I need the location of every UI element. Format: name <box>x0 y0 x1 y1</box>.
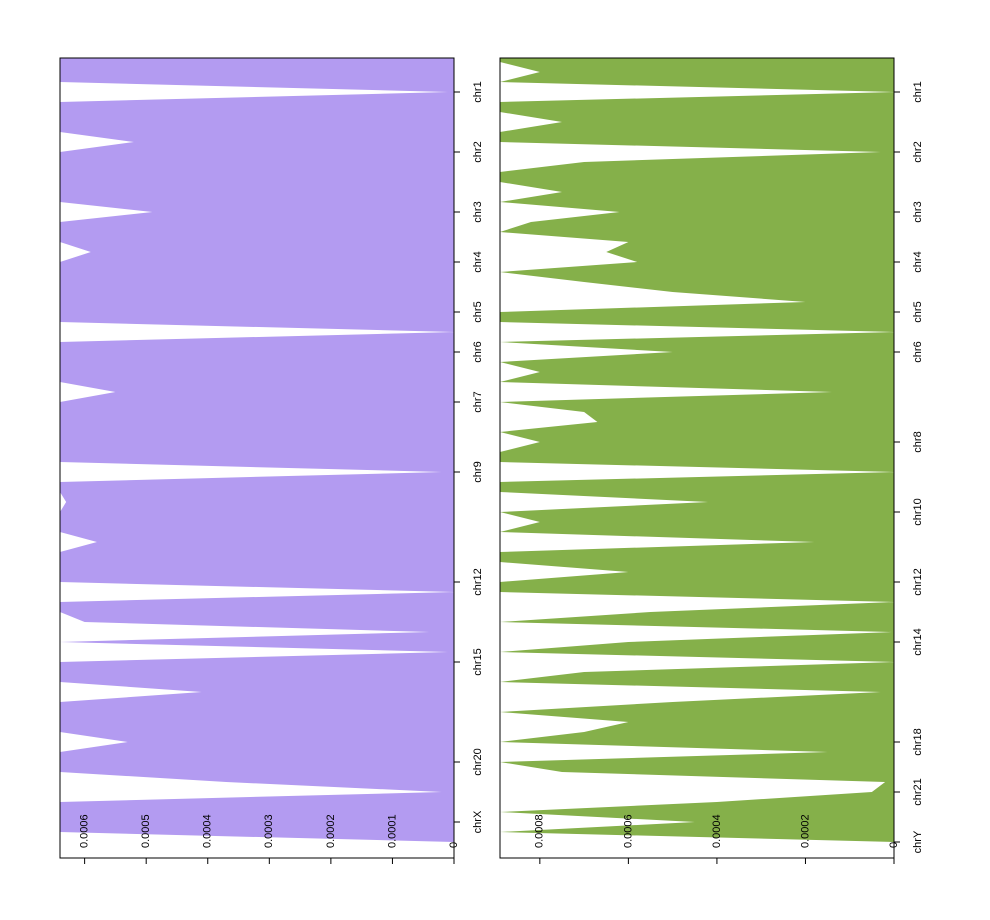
category-label: chr20 <box>472 748 484 776</box>
y-tick-label: 0.0003 <box>263 814 275 848</box>
category-label: chr21 <box>912 778 924 806</box>
category-label: chr3 <box>472 201 484 222</box>
category-label: chr5 <box>912 301 924 322</box>
category-label: chrY <box>912 830 924 853</box>
category-label: chr7 <box>472 391 484 412</box>
category-label: chr3 <box>912 201 924 222</box>
category-label: chr10 <box>912 498 924 526</box>
y-tick-label: 0.0004 <box>711 814 723 848</box>
category-label: chr1 <box>912 81 924 102</box>
plot-frame <box>499 57 895 859</box>
y-tick-label: 0.0002 <box>325 814 337 848</box>
y-tick-label: 0.0002 <box>799 814 811 848</box>
category-label: chr6 <box>912 341 924 362</box>
y-tick-label: 0.0005 <box>140 814 152 848</box>
category-label: chr9 <box>472 461 484 482</box>
category-label: chr18 <box>912 728 924 756</box>
category-label: chr12 <box>912 568 924 596</box>
plot-frame <box>59 57 455 859</box>
category-label: chr4 <box>912 251 924 272</box>
y-tick-label: 0 <box>448 842 460 848</box>
y-tick-label: 0.0001 <box>386 814 398 848</box>
category-label: chr2 <box>912 141 924 162</box>
y-tick-label: 0.0008 <box>534 814 546 848</box>
category-label: chr2 <box>472 141 484 162</box>
category-label: chr6 <box>472 341 484 362</box>
category-label: chrX <box>472 810 484 833</box>
category-label: chr15 <box>472 648 484 676</box>
category-label: chr12 <box>472 568 484 596</box>
y-tick-label: 0.0006 <box>79 814 91 848</box>
y-tick-label: 0 <box>888 842 900 848</box>
y-tick-label: 0.0004 <box>202 814 214 848</box>
area <box>500 58 894 858</box>
category-label: chr5 <box>472 301 484 322</box>
category-label: chr8 <box>912 431 924 452</box>
category-label: chr4 <box>472 251 484 272</box>
category-label: chr14 <box>912 628 924 656</box>
y-tick-label: 0.0006 <box>622 814 634 848</box>
category-label: chr1 <box>472 81 484 102</box>
area <box>60 58 454 858</box>
